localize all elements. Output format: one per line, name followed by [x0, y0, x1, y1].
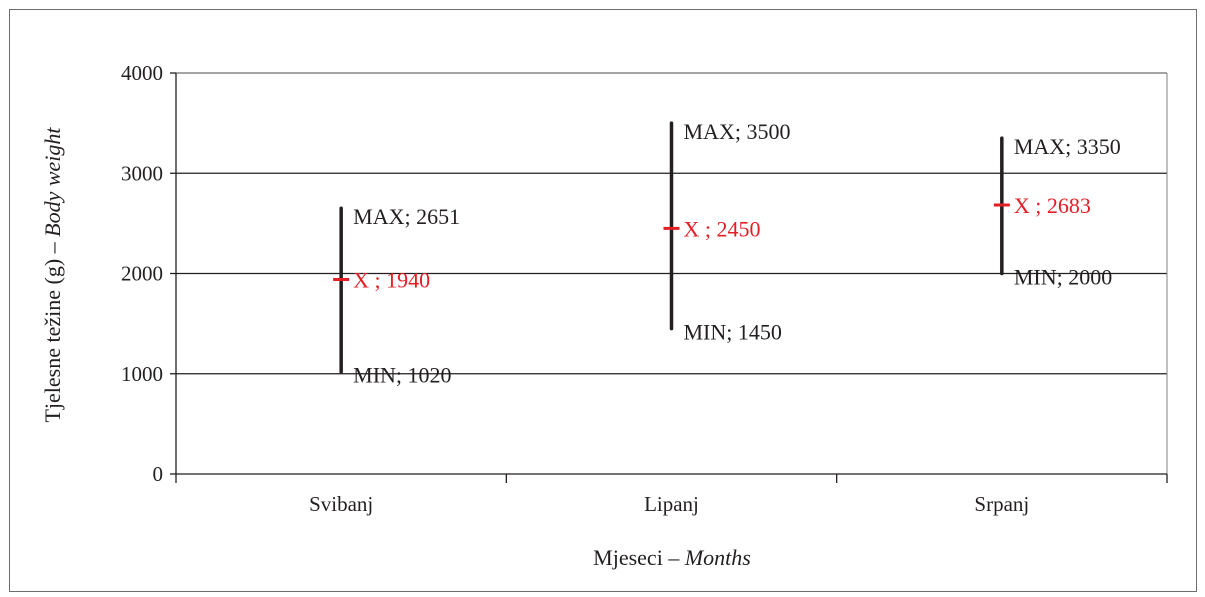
mean-label: X ; 1940	[353, 268, 430, 293]
x-tick-label: Svibanj	[309, 492, 373, 516]
mean-label: X ; 2683	[1014, 193, 1091, 218]
min-label: MIN; 1020	[353, 363, 451, 388]
max-label: MAX; 3500	[684, 119, 791, 144]
x-axis-title: Mjeseci – Months	[593, 545, 751, 570]
y-tick-label: 3000	[121, 161, 163, 185]
y-axis-title: Tjelesne težine (g) – Body weight	[40, 127, 65, 423]
y-tick-label: 0	[153, 462, 164, 486]
x-axis-title-italic: Months	[684, 545, 751, 570]
range-marks	[333, 121, 1010, 374]
x-tick-label: Lipanj	[644, 492, 699, 516]
max-label: MAX; 2651	[353, 204, 460, 229]
y-tick-labels: 0 1000 2000 3000 4000	[121, 61, 163, 486]
min-label: MIN; 1450	[684, 320, 782, 345]
x-tick-labels: Svibanj Lipanj Srpanj	[309, 492, 1029, 516]
y-tick-label: 2000	[121, 262, 163, 286]
max-label: MAX; 3350	[1014, 134, 1121, 159]
y-tick-label: 1000	[121, 362, 163, 386]
y-axis-title-italic: Body weight	[40, 127, 65, 237]
data-labels: MAX; 2651 X ; 1940 MIN; 1020 MAX; 3500 X ; 2…	[353, 119, 1121, 388]
min-label: MIN; 2000	[1014, 265, 1112, 290]
chart-frame	[9, 9, 1197, 592]
y-tick-label: 4000	[121, 61, 163, 85]
axes	[170, 72, 1168, 483]
x-axis-title-plain: Mjeseci –	[593, 545, 685, 570]
mean-label: X ; 2450	[684, 216, 761, 241]
x-tick-label: Srpanj	[974, 492, 1029, 516]
y-axis-title-plain: Tjelesne težine (g) –	[40, 237, 65, 423]
